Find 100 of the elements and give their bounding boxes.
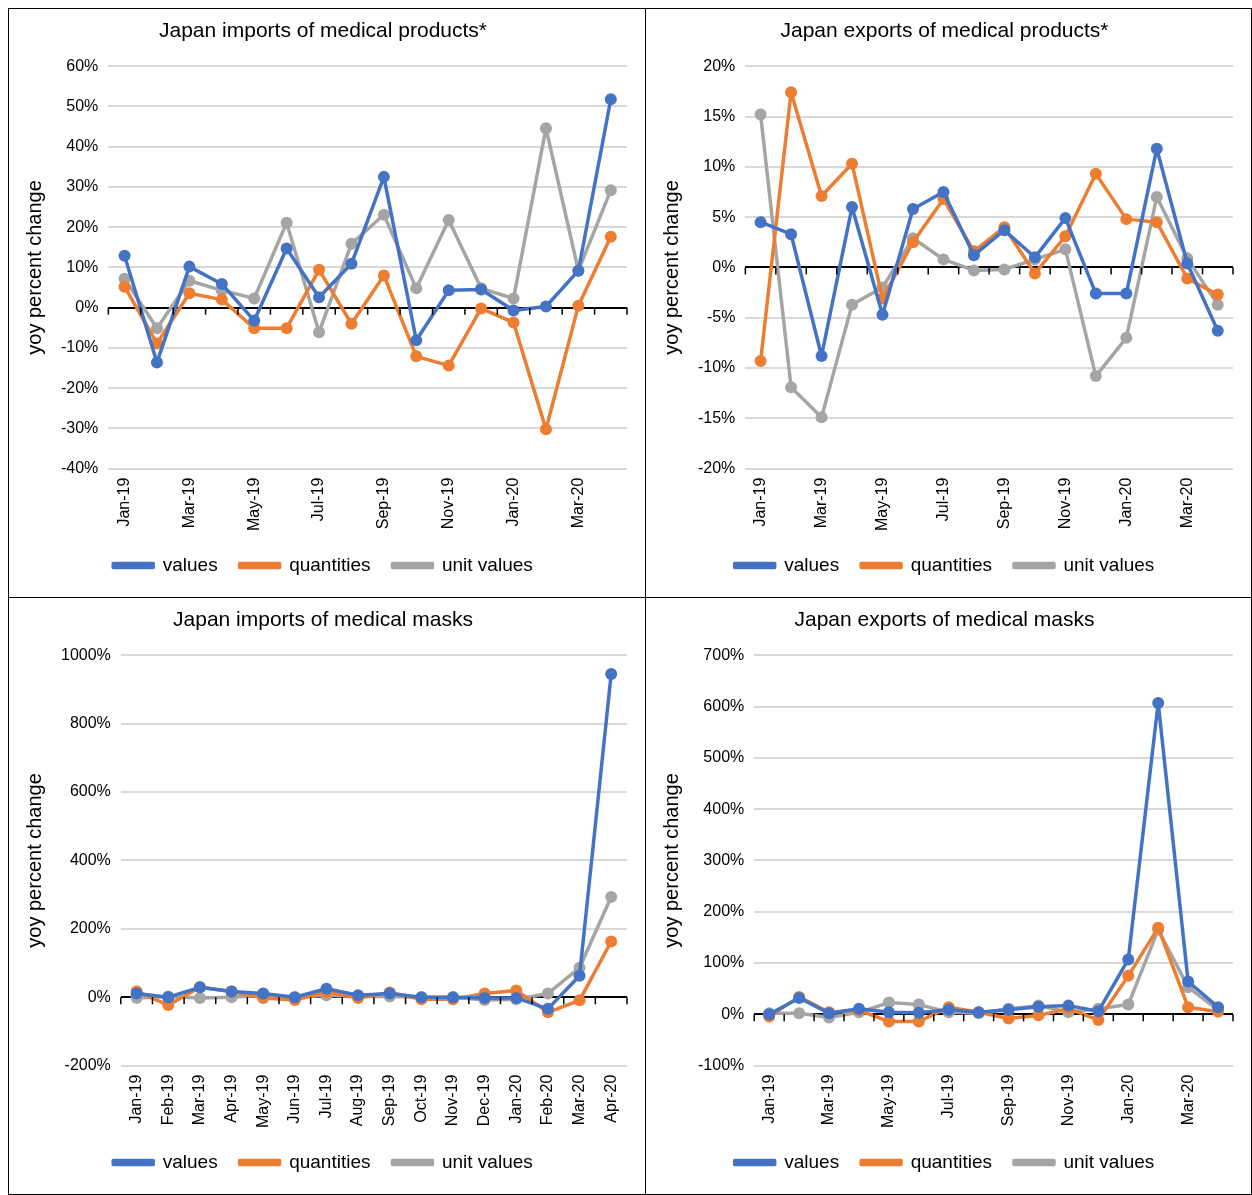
point — [215, 277, 228, 290]
y-tick-label: 0% — [712, 257, 736, 275]
y-tick-label: -40% — [60, 459, 99, 477]
x-tick-label: Apr-19 — [221, 1074, 239, 1123]
chart-title: Japan imports of medical masks — [173, 607, 473, 631]
legend-label: quantities — [910, 1150, 992, 1172]
point — [377, 269, 390, 282]
y-tick-label: 100% — [703, 953, 745, 971]
y-axis-title: yoy percent change — [659, 773, 682, 948]
y-tick-label: 600% — [69, 782, 111, 800]
x-tick-label: Nov-19 — [1055, 477, 1073, 530]
point — [967, 249, 980, 262]
point — [1122, 969, 1135, 982]
point — [846, 298, 859, 311]
point — [313, 291, 326, 304]
point — [410, 282, 423, 295]
point — [539, 300, 552, 313]
y-tick-label: 15% — [703, 106, 736, 124]
point — [785, 86, 798, 99]
x-tick-label: Mar-20 — [1177, 477, 1195, 529]
point — [118, 249, 131, 262]
x-tick-label: May-19 — [872, 477, 890, 532]
legend-label: quantities — [289, 553, 371, 575]
x-tick-label: Feb-19 — [158, 1074, 176, 1126]
point — [846, 157, 859, 170]
point — [1211, 288, 1224, 301]
point — [345, 317, 358, 330]
point — [442, 213, 455, 226]
point — [280, 322, 293, 335]
point — [573, 969, 586, 982]
point — [1089, 167, 1102, 180]
point — [815, 189, 828, 202]
point — [785, 381, 798, 394]
y-tick-label: 20% — [703, 56, 736, 74]
y-tick-label: 400% — [69, 850, 111, 868]
y-tick-label: -20% — [60, 378, 99, 396]
point — [150, 322, 163, 335]
legend-label: values — [784, 553, 840, 575]
y-tick-label: -10% — [697, 358, 736, 376]
x-tick-label: Dec-19 — [475, 1074, 493, 1127]
x-tick-label: Jan-19 — [127, 1074, 145, 1124]
point — [815, 349, 828, 362]
point — [1122, 998, 1135, 1011]
point — [754, 216, 767, 229]
point — [605, 935, 618, 948]
point — [377, 170, 390, 183]
point — [573, 994, 586, 1007]
point — [507, 292, 520, 305]
y-tick-label: -100% — [698, 1056, 745, 1074]
point — [215, 293, 228, 306]
point — [183, 287, 196, 300]
point — [1059, 212, 1072, 225]
y-tick-label: 1000% — [60, 645, 111, 663]
x-tick-label: Oct-19 — [411, 1074, 429, 1123]
x-tick-label: May-19 — [253, 1074, 271, 1129]
point — [604, 184, 617, 197]
point — [410, 334, 423, 347]
legend-label: unit values — [441, 553, 533, 575]
point — [345, 257, 358, 270]
y-tick-label: -30% — [60, 418, 99, 436]
y-tick-label: 200% — [69, 919, 111, 937]
x-tick-label: Feb-20 — [538, 1074, 556, 1126]
x-tick-label: Jan-20 — [1116, 477, 1134, 527]
y-tick-label: 700% — [703, 645, 745, 663]
x-tick-label: Mar-19 — [179, 477, 197, 529]
point — [1120, 287, 1133, 300]
chart-title: Japan exports of medical products* — [780, 18, 1109, 42]
y-tick-label: 60% — [66, 56, 99, 74]
point — [1150, 191, 1163, 203]
point — [280, 216, 293, 229]
x-tick-label: Sep-19 — [374, 477, 392, 530]
point — [1059, 243, 1072, 256]
point — [442, 284, 455, 297]
point — [1059, 230, 1072, 243]
x-tick-label: Mar-19 — [819, 1074, 837, 1126]
point — [1028, 267, 1041, 280]
x-tick-label: Jul-19 — [939, 1074, 957, 1119]
legend-label: quantities — [289, 1150, 371, 1172]
y-tick-label: 600% — [703, 696, 745, 714]
point — [754, 354, 767, 367]
point — [1120, 331, 1133, 344]
x-tick-label: Jun-19 — [285, 1074, 303, 1124]
y-axis-title: yoy percent change — [22, 773, 45, 948]
point — [1089, 287, 1102, 300]
y-tick-label: 0% — [721, 1004, 745, 1022]
x-tick-label: May-19 — [879, 1074, 897, 1129]
point — [541, 1002, 554, 1015]
point — [1181, 257, 1194, 270]
legend-label: quantities — [910, 553, 992, 575]
y-tick-label: 10% — [703, 157, 736, 175]
x-tick-label: Sep-19 — [998, 1074, 1016, 1127]
point — [1211, 298, 1224, 311]
point — [754, 108, 767, 121]
point — [377, 208, 390, 221]
point — [475, 302, 488, 315]
point — [539, 423, 552, 436]
point — [183, 260, 196, 273]
point — [846, 201, 859, 214]
point — [1182, 1001, 1195, 1014]
y-tick-label: 5% — [712, 207, 736, 225]
